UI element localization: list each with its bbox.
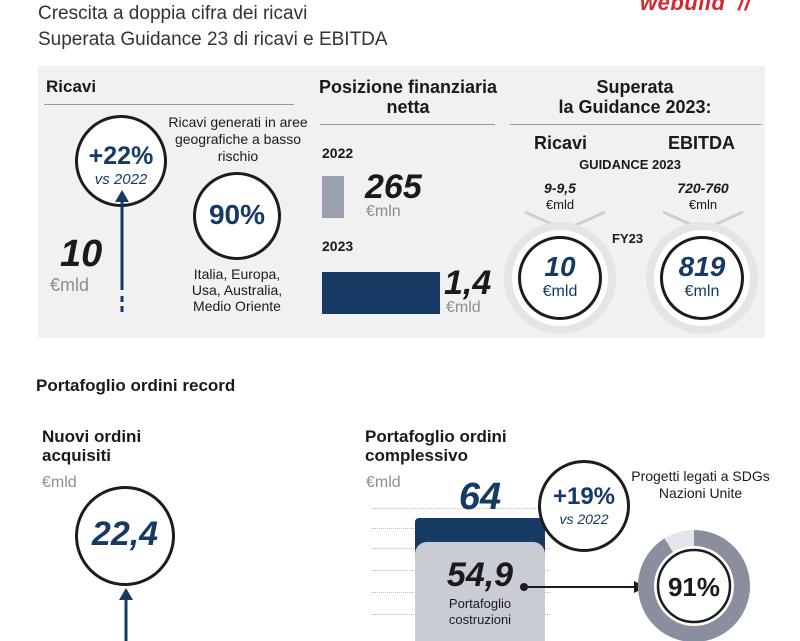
guidance-actual-ricavi-circle: 10 €mld (518, 236, 602, 320)
ricavi-growth-circle: +22% vs 2022 (75, 115, 167, 207)
posizione-year-2023: 2023 (322, 238, 354, 254)
header-line-1: Crescita a doppia cifra dei ricavi (38, 3, 308, 24)
posizione-unit-2023: €mld (446, 299, 481, 316)
posizione-bar-2022 (322, 176, 344, 218)
ricavi-geo-pct: 90% (208, 199, 266, 230)
posizione-title: Posizione finanziaria netta (318, 77, 498, 117)
ricavi-geo-regions: Italia, Europa, Usa, Australia, Medio Or… (191, 266, 283, 314)
guidance-label: GUIDANCE 2023 (579, 157, 681, 172)
nuovi-ordini-arrow-icon (119, 588, 133, 641)
ricavi-underline (44, 104, 294, 105)
guidance-col-ebitda: EBITDA (668, 133, 735, 153)
brand-logo-mark: // (738, 0, 752, 15)
ricavi-unit: €mld (50, 275, 90, 295)
posizione-value-2022: 265 (365, 168, 422, 206)
guidance-range-ebitda: 720-760 (677, 180, 729, 196)
brand-logo: webuild // (640, 0, 751, 16)
guidance-actual-ebitda-ring: 819 €mln (646, 222, 758, 334)
guidance-title: Superata la Guidance 2023: (520, 77, 750, 117)
guidance-actual-ricavi-ring: 10 €mld (504, 222, 616, 334)
ricavi-title: Ricavi (46, 77, 97, 96)
costruzioni-label: Portafoglio costruzioni (448, 596, 512, 627)
complessivo-gridline (372, 508, 550, 509)
posizione-bar-2023 (322, 272, 440, 314)
connector-arrow-icon (520, 581, 646, 593)
posizione-value-2023: 1,4 (444, 264, 492, 302)
costruzioni-value: 54,9 (446, 556, 514, 594)
brand-logo-text: webuild (640, 0, 726, 15)
complessivo-title: Portafoglio ordini complessivo (365, 427, 507, 465)
guidance-actual-ricavi: 10 (544, 251, 576, 282)
guidance-actual-ricavi-unit: €mld (542, 283, 578, 300)
complessivo-total: 64 (458, 476, 502, 518)
complessivo-growth-value: +19% (552, 483, 616, 510)
guidance-underline (510, 124, 762, 125)
nuovi-ordini-title: Nuovi ordini acquisiti (42, 427, 142, 465)
sdg-text: Progetti legati a SDGs Nazioni Unite (631, 468, 770, 501)
guidance-range-ebitda-unit: €mln (688, 197, 718, 212)
sdg-donut (638, 530, 750, 641)
ricavi-value: 10 (60, 233, 103, 275)
ricavi-growth-arrow-icon (115, 190, 129, 318)
sdg-donut-center (656, 548, 732, 624)
guidance-range-ricavi: 9-9,5 (544, 180, 576, 196)
posizione-unit-2022: €mln (366, 203, 401, 220)
guidance-actual-ebitda-unit: €mln (684, 283, 720, 300)
guidance-actual-ebitda: 819 (678, 251, 726, 282)
complessivo-growth-sub: vs 2022 (559, 511, 609, 527)
nuovi-ordini-circle: 22,4 (75, 486, 175, 586)
posizione-year-2022: 2022 (322, 145, 354, 161)
ricavi-geo-text: Ricavi generati in aree geografiche a ba… (168, 114, 308, 164)
posizione-underline (320, 124, 495, 125)
header-line-2: Superata Guidance 23 di ricavi e EBITDA (38, 29, 388, 50)
ricavi-growth-sub: vs 2022 (94, 171, 148, 188)
nuovi-ordini-unit: €mld (42, 474, 77, 491)
guidance-fy-label: FY23 (612, 231, 644, 246)
guidance-title-line-1: Superata (596, 77, 674, 97)
guidance-title-line-2: la Guidance 2023: (558, 97, 712, 117)
guidance-range-ricavi-unit: €mld (545, 197, 575, 212)
nuovi-ordini-value: 22,4 (91, 515, 159, 553)
sdg-donut-arc (638, 530, 750, 641)
portafoglio-title: Portafoglio ordini record (36, 376, 236, 395)
complessivo-growth-circle: +19% vs 2022 (538, 460, 630, 552)
guidance-col-ricavi: Ricavi (534, 133, 588, 153)
complessivo-unit: €mld (366, 474, 401, 491)
ricavi-growth-value: +22% (88, 142, 154, 170)
ricavi-geo-circle: 90% (193, 172, 281, 260)
guidance-actual-ebitda-circle: 819 €mln (660, 236, 744, 320)
complessivo-bar-costruzioni (415, 542, 545, 641)
sdg-pct: 91% (667, 572, 721, 602)
